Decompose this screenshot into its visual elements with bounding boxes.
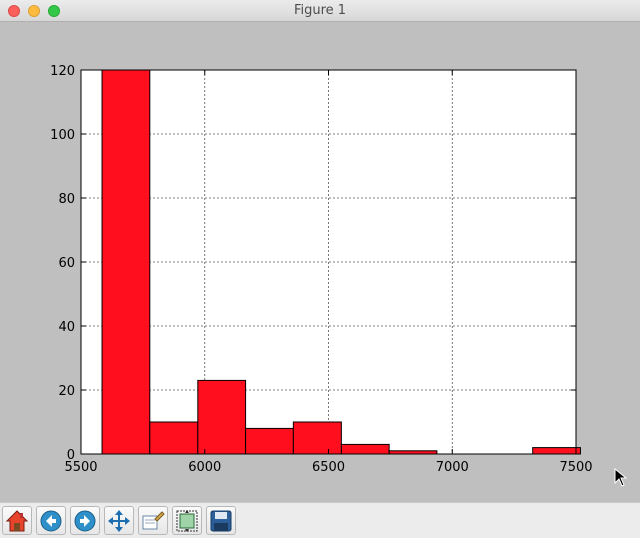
histogram-bar: [245, 427, 294, 455]
window-title: Figure 1: [293, 3, 347, 18]
histogram-bar: [532, 447, 581, 455]
histogram-bar: [340, 443, 390, 455]
histogram-bar: [149, 421, 199, 455]
maximize-window-button[interactable]: [48, 5, 60, 17]
x-tick-label: 6000: [188, 460, 221, 475]
close-window-button[interactable]: [8, 5, 20, 17]
histogram-bar: [101, 69, 151, 455]
y-tick-label: 40: [58, 320, 75, 335]
save-button[interactable]: [206, 506, 236, 535]
pan-arrows-icon: [108, 509, 130, 532]
zoom-button[interactable]: [138, 506, 168, 535]
subplots-button[interactable]: [172, 506, 202, 535]
histogram-bar: [292, 421, 342, 455]
x-tick-label: 7500: [559, 460, 592, 475]
forward-button[interactable]: [70, 506, 100, 535]
home-icon: [5, 509, 29, 531]
forward-arrow-icon: [74, 510, 96, 531]
subplots-config-icon: [176, 509, 198, 532]
histogram-bar: [197, 379, 247, 455]
pan-button[interactable]: [104, 506, 134, 535]
window-titlebar: Figure 1: [0, 0, 640, 22]
minimize-window-button[interactable]: [28, 5, 40, 17]
y-tick-label: 120: [50, 64, 75, 79]
x-tick-label: 5500: [64, 460, 97, 475]
back-button[interactable]: [36, 506, 66, 535]
y-tick-label: 20: [58, 384, 75, 399]
mouse-cursor-icon: [614, 468, 628, 487]
y-tick-label: 100: [50, 128, 75, 143]
back-arrow-icon: [40, 510, 62, 531]
x-tick-label: 7000: [436, 460, 469, 475]
home-button[interactable]: [2, 506, 32, 535]
x-tick-label: 6500: [312, 460, 345, 475]
zoom-rect-icon: [142, 510, 165, 529]
y-tick-label: 60: [58, 256, 75, 271]
histogram-chart: 5500 6000 6500 7000 7500 0 20 40 60 80 100 120: [50, 64, 592, 475]
y-tick-label: 80: [58, 192, 75, 207]
save-disk-icon: [210, 510, 232, 531]
navigation-toolbar: [0, 502, 640, 538]
y-tick-label: 0: [67, 448, 75, 463]
